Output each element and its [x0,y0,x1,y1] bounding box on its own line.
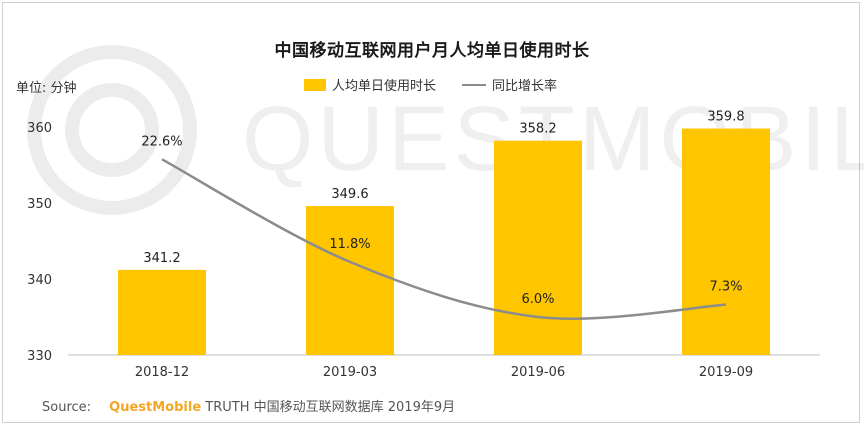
legend-line-swatch [462,83,487,86]
growth-line [161,158,727,320]
line-value-label: 7.3% [709,280,742,295]
bar [306,206,394,355]
x-tick-label: 2019-09 [699,365,753,380]
legend-line-label: 同比增长率 [492,79,558,94]
source-label: Source: [42,400,92,415]
chart-title: 中国移动互联网用户月人均单日使用时长 [274,41,590,61]
x-tick-label: 2018-12 [135,365,189,380]
bar [118,269,206,355]
bar-value-label: 359.8 [707,110,744,125]
bar [682,128,770,355]
legend: 人均单日使用时长 同比增长率 [304,75,583,94]
legend-bar-swatch [304,78,326,91]
legend-item-bar: 人均单日使用时长 [304,75,436,94]
bar-value-label: 349.6 [331,187,368,202]
y-tick-label: 330 [27,349,52,364]
line-value-label: 6.0% [521,292,554,307]
source-text: TRUTH 中国移动互联网数据库 2019年9月 [205,400,456,415]
y-tick-label: 340 [27,273,52,288]
unit-label: 单位: 分钟 [16,81,77,96]
x-tick-label: 2019-06 [511,365,565,380]
bar-value-label: 358.2 [519,122,556,137]
line-value-label: 11.8% [329,237,370,252]
source-brand: QuestMobile [109,400,202,415]
bar [494,140,582,355]
legend-item-line: 同比增长率 [462,75,557,94]
x-tick-label: 2019-03 [323,365,377,380]
y-tick-label: 360 [27,121,52,136]
source-note: Source: QuestMobile TRUTH 中国移动互联网数据库 201… [42,396,455,415]
bar-value-label: 341.2 [143,251,180,266]
y-tick-label: 350 [27,197,52,212]
line-value-label: 22.6% [141,134,182,149]
legend-bar-label: 人均单日使用时长 [332,79,437,94]
chart-frame [2,2,860,423]
